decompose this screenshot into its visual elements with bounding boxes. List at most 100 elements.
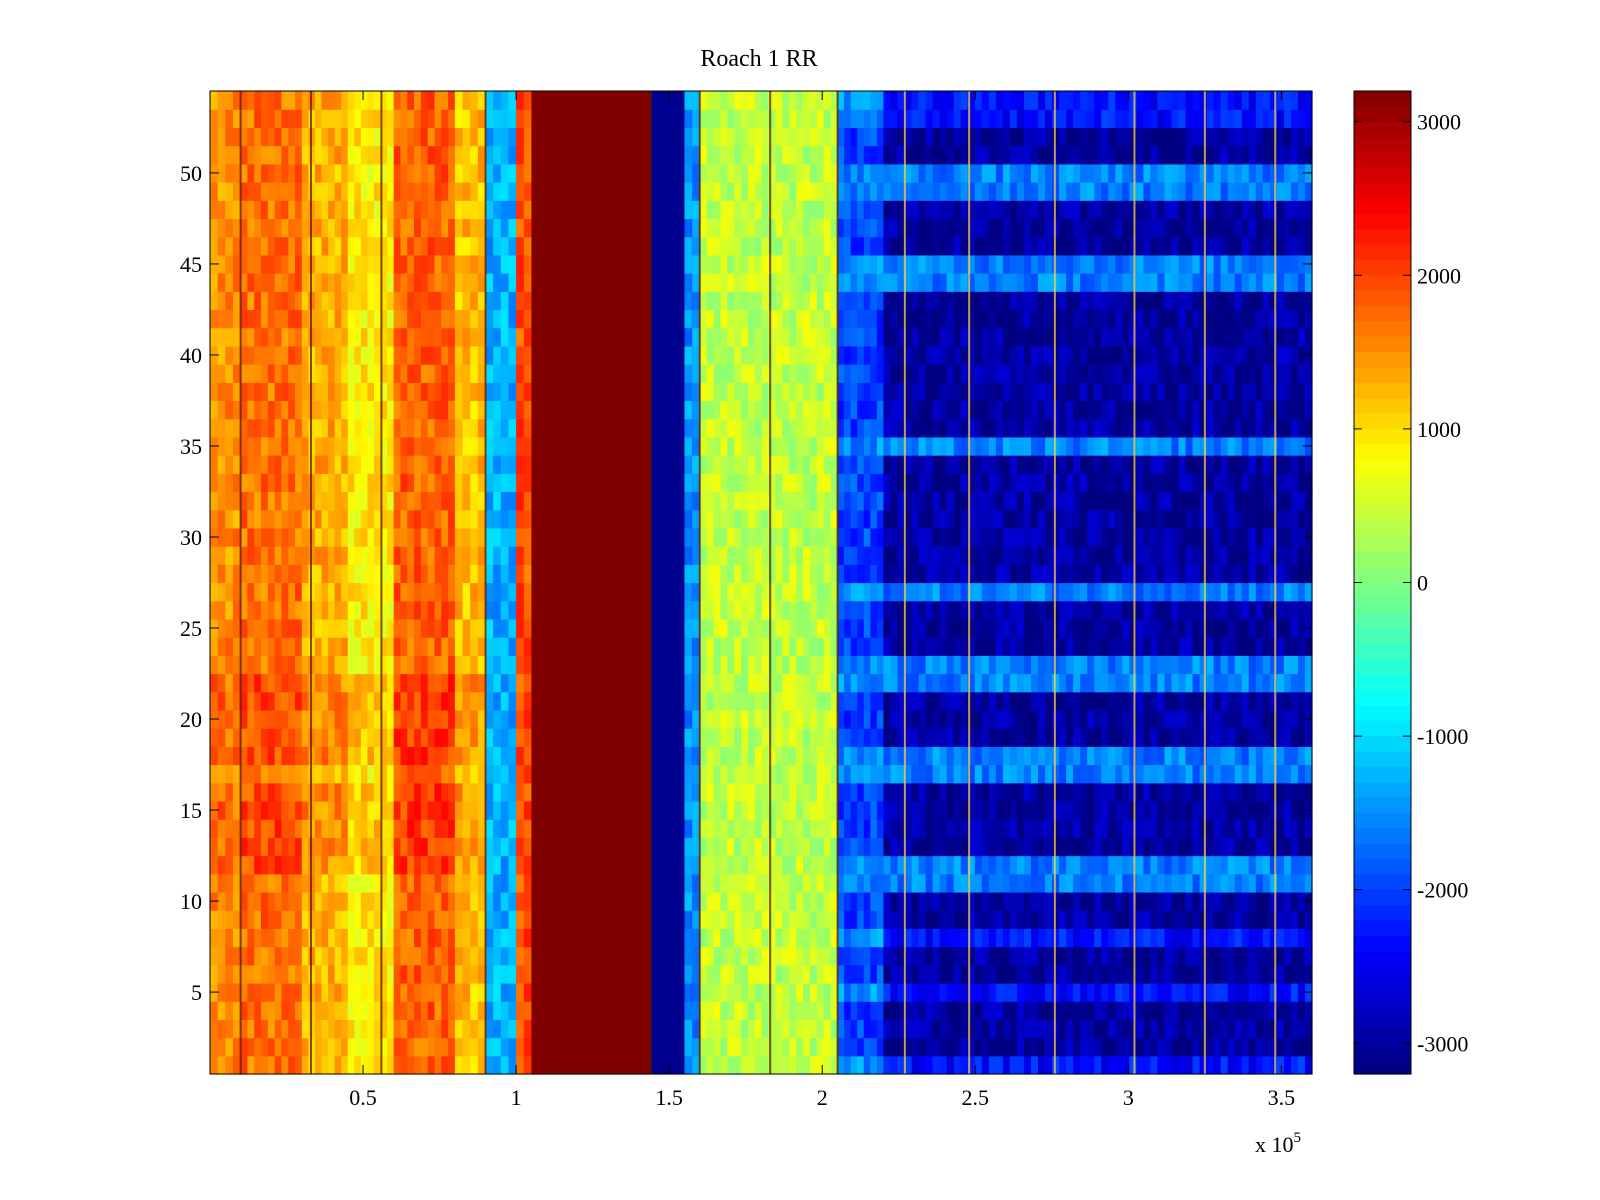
heatmap-cell [768,309,777,329]
heatmap-cell [720,1055,728,1075]
heatmap-cell [1030,910,1039,929]
heatmap-cell [953,873,962,893]
heatmap-cell [380,436,388,456]
heatmap-cell [904,1037,913,1057]
heatmap-cell [863,564,871,584]
heatmap-cell [830,964,839,984]
heatmap-cell [261,691,269,711]
heatmap-cell [295,1001,303,1020]
heatmap-cell [823,418,832,438]
heatmap-cell [493,673,502,693]
heatmap-cell [837,819,845,838]
heatmap-cell [354,273,362,292]
heatmap-cell [796,109,804,128]
heatmap-cell [360,1019,369,1039]
heatmap-cell [988,982,997,1002]
heatmap-cell [462,327,471,347]
heatmap-cell [301,327,309,347]
heatmap-cell [727,491,735,511]
heatmap-cell [387,728,395,747]
heatmap-cell [1094,964,1102,984]
heatmap-cell [775,600,784,620]
heatmap-cell [754,327,763,347]
heatmap-cell [407,364,415,383]
heatmap-cell [706,473,715,493]
heatmap-cell [314,527,323,547]
heatmap-cell [354,436,362,456]
heatmap-cell [420,291,429,311]
heatmap-cell [911,819,920,838]
heatmap-cell [803,728,811,747]
heatmap-cell [380,327,388,347]
heatmap-cell [1122,1037,1130,1057]
heatmap-cell [857,273,865,292]
heatmap-cell [485,291,494,311]
heatmap-cell [1059,891,1067,911]
heatmap-cell [321,928,329,948]
heatmap-cell [314,691,323,711]
heatmap-cell [844,709,852,729]
heatmap-cell [1101,855,1109,875]
heatmap-cell [857,782,865,802]
heatmap-cell [328,1001,336,1020]
heatmap-cell [741,364,749,383]
heatmap-cell [485,527,494,547]
heatmap-cell [454,509,464,529]
heatmap-cell [354,91,362,110]
heatmap-cell [254,910,262,929]
heatmap-cell [334,364,342,383]
heatmap-cell [1262,1019,1271,1039]
heatmap-cell [754,527,763,547]
heatmap-cell [809,364,818,383]
heatmap-cell [1108,910,1116,929]
heatmap-cell [427,855,436,875]
heatmap-cell [360,982,369,1002]
heatmap-cell [434,946,442,966]
heatmap-cell [782,436,790,456]
heatmap-cell [1080,1055,1088,1075]
heatmap-cell [863,928,871,948]
heatmap-cell [844,637,852,656]
heatmap-cell [844,127,852,147]
heatmap-cell [967,946,976,966]
heatmap-cell [768,1037,777,1057]
heatmap-cell [876,819,885,838]
heatmap-cell [995,964,1004,984]
heatmap-cell [288,527,296,547]
heatmap-cell [295,218,303,238]
heatmap-cell [427,891,436,911]
heatmap-cell [1297,964,1306,984]
heatmap-cell [441,982,449,1002]
heatmap-cell [789,873,797,893]
heatmap-cell [360,618,369,638]
heatmap-cell [328,182,336,201]
heatmap-cell [775,327,784,347]
heatmap-cell [844,564,852,584]
heatmap-cell [747,236,756,256]
heatmap-cell [485,709,494,729]
heatmap-cell [441,291,449,311]
heatmap-cell [1234,1001,1243,1020]
heatmap-cell [713,236,722,256]
heatmap-cell [727,728,735,747]
heatmap-cell [328,964,336,984]
heatmap-cell [857,764,865,784]
heatmap-cell [1023,873,1032,893]
heatmap-cell [857,546,865,565]
heatmap-cell [367,127,375,147]
heatmap-cell [809,491,818,511]
heatmap-cell [1066,946,1074,966]
heatmap-cell [782,182,790,201]
heatmap-cell [347,509,355,529]
heatmap-cell [360,782,369,802]
heatmap-cell [1192,837,1201,857]
heatmap-cell [803,600,811,620]
heatmap-cell [485,1019,494,1039]
heatmap-cell [699,800,708,820]
heatmap-cell [217,564,226,584]
heatmap-cell [301,436,309,456]
heatmap-cell [281,418,289,438]
heatmap-cell [434,309,442,329]
heatmap-cell [400,582,408,602]
heatmap-cell [1122,982,1130,1002]
